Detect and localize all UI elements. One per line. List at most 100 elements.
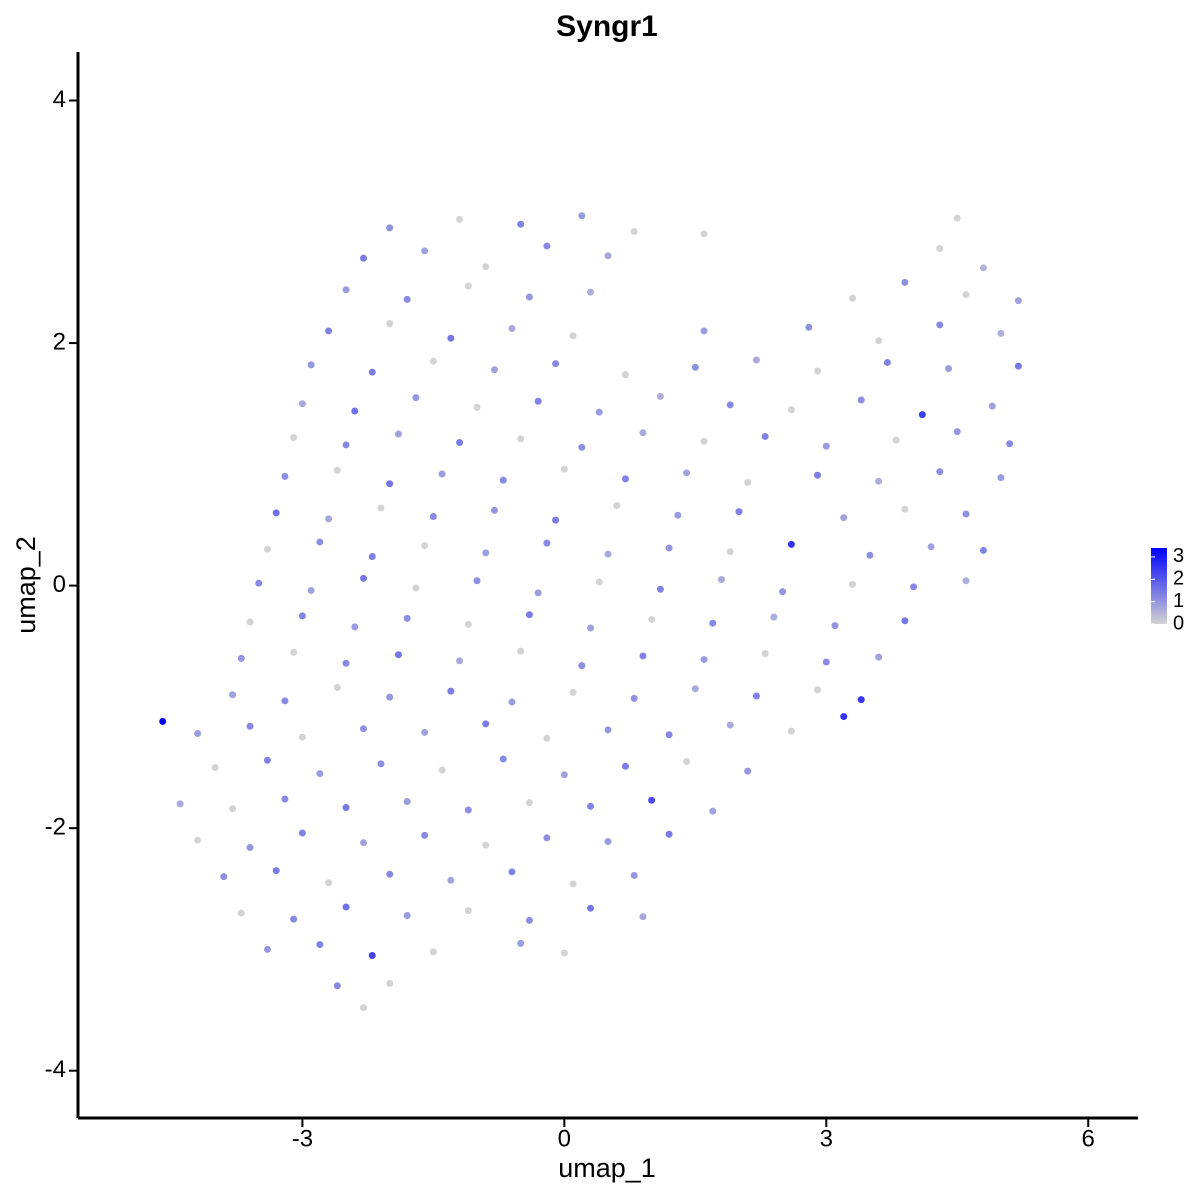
point [421,728,429,736]
y-tick-label: 0 [53,571,66,598]
point [552,360,560,368]
point [534,589,542,597]
point [683,757,691,765]
point [822,442,830,450]
point [386,320,394,328]
point [805,323,813,331]
point [665,544,673,552]
point [342,903,350,911]
point [464,282,472,290]
point [194,836,202,844]
point [517,220,525,228]
point [447,687,455,695]
point [604,252,612,260]
point [325,515,333,523]
point [691,363,699,371]
point [482,549,490,557]
point [394,430,402,438]
point [482,720,490,728]
point [403,911,411,919]
point [229,805,237,813]
point [368,951,376,959]
point [464,620,472,628]
point [761,650,769,658]
point [534,397,542,405]
point [290,434,298,442]
point [569,332,577,340]
point [621,475,629,483]
point [691,685,699,693]
point [779,588,787,596]
y-axis-label: umap_2 [11,536,41,634]
point [246,618,254,626]
point [857,396,865,404]
point [386,693,394,701]
point [429,357,437,365]
point [683,469,691,477]
point [456,215,464,223]
point [456,439,464,447]
point [674,511,682,519]
point [901,617,909,625]
point [639,652,647,660]
point [316,941,324,949]
point [726,401,734,409]
point [744,479,752,487]
point [386,480,394,488]
point [412,584,420,592]
point [307,586,315,594]
point [499,755,507,763]
point [621,762,629,770]
point [918,411,926,419]
point [325,879,333,887]
point [176,800,184,808]
point [726,721,734,729]
point [508,868,516,876]
point [875,477,883,485]
point [220,873,228,881]
point [560,949,568,957]
point [665,830,673,838]
point [525,799,533,807]
point [587,288,595,296]
point [263,756,271,764]
point [290,915,298,923]
point [351,623,359,631]
colorbar-tick-label: 1 [1173,590,1184,612]
y-tick-label: -4 [45,1056,66,1083]
point [298,612,306,620]
point [490,366,498,374]
point [936,321,944,329]
point [595,408,603,416]
point [464,806,472,814]
point [639,429,647,437]
point [560,771,568,779]
point [272,867,280,875]
chart-title: Syngr1 [556,10,658,43]
colorbar-tick-label: 3 [1173,545,1184,567]
point [543,242,551,250]
point [840,514,848,522]
point [1014,362,1022,370]
point [255,579,263,587]
point [360,254,368,262]
point [368,553,376,561]
point [394,651,402,659]
x-tick-label: -3 [292,1125,313,1152]
point [709,807,717,815]
point [752,356,760,364]
point [578,662,586,670]
colorbar-tick-label: 2 [1173,568,1184,590]
point [604,726,612,734]
point [194,730,202,738]
point [281,697,289,705]
point [587,904,595,912]
point [159,717,167,725]
point [246,722,254,730]
point [997,329,1005,337]
point [517,435,525,443]
point [412,394,420,402]
point [438,766,446,774]
point [429,512,437,520]
point [333,683,341,691]
